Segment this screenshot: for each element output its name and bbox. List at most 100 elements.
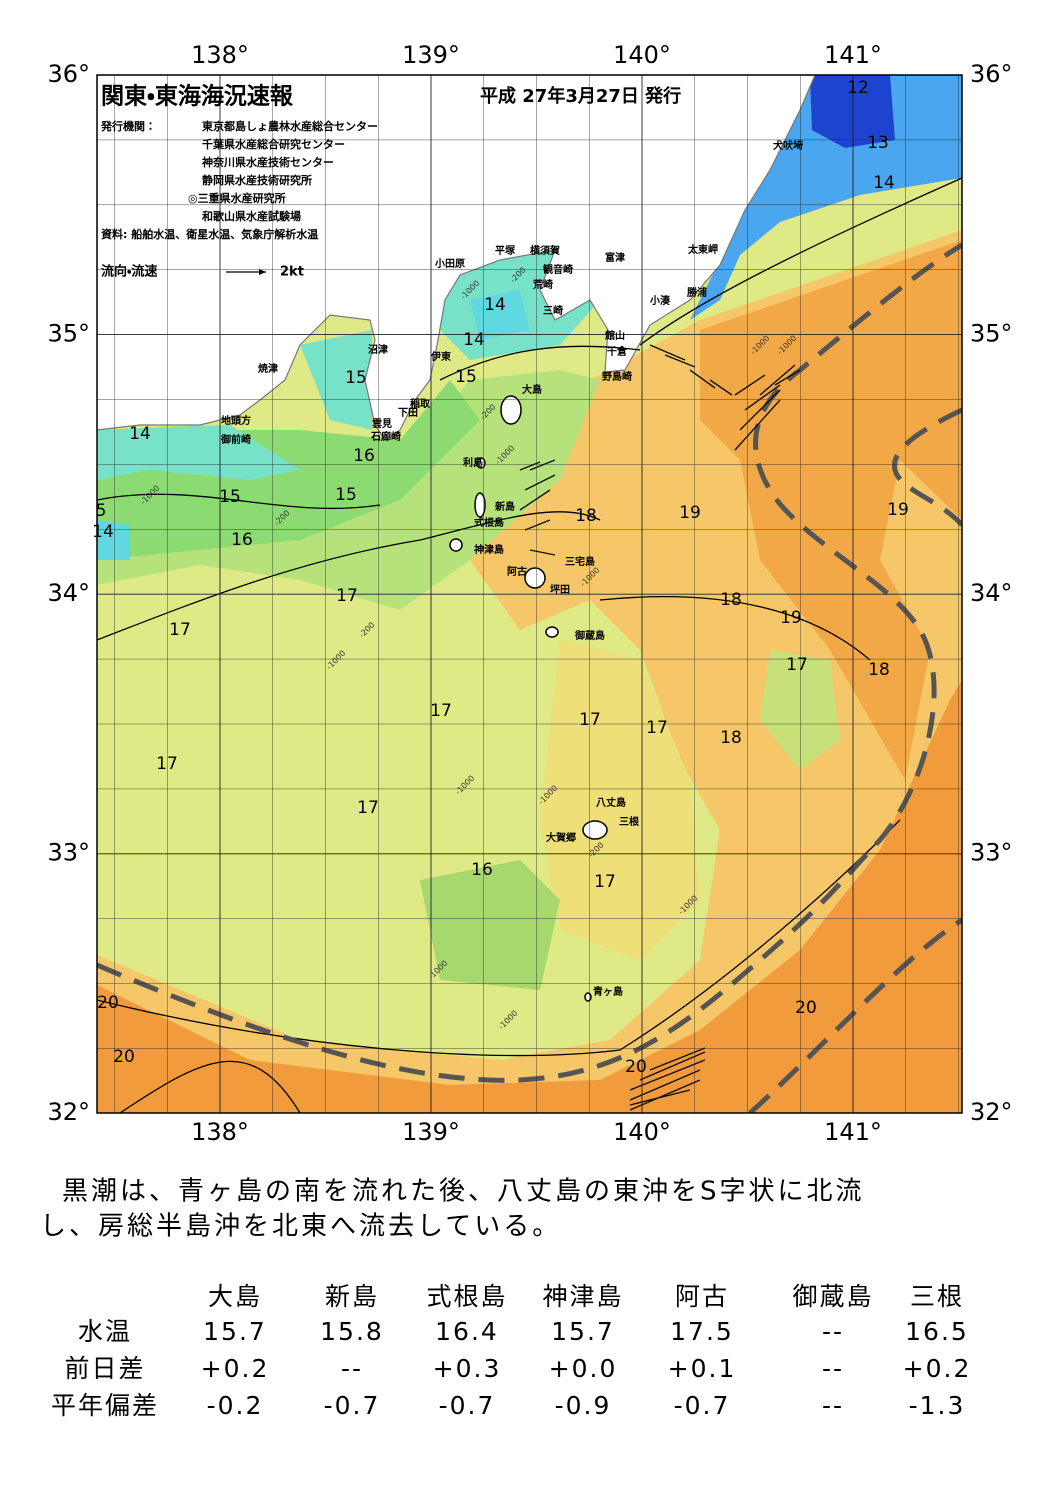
lat-tick-label: 35° (970, 320, 1013, 348)
place-label: 青ヶ島 (593, 985, 623, 998)
place-label: 石廊崎 (370, 430, 401, 443)
isotherm-label: 14 (92, 522, 114, 542)
place-label: 三根 (619, 815, 640, 828)
table-cell: 15.7 (551, 1317, 615, 1346)
place-label: 勝浦 (687, 286, 707, 299)
table-cell: -0.2 (207, 1391, 264, 1420)
table-cell: +0.1 (668, 1354, 737, 1383)
mid-zone (540, 640, 700, 960)
lon-tick-label: 140° (613, 41, 671, 69)
lon-tick-label: 138° (191, 1118, 249, 1146)
isotherm-label: 20 (97, 993, 119, 1013)
lat-tick-label: 36° (47, 60, 90, 88)
place-label: 荒崎 (532, 278, 553, 291)
column-header: 大島 (208, 1282, 262, 1311)
legend-arrow-head (259, 269, 266, 275)
table-cell: -1.3 (909, 1391, 966, 1420)
table-cell: -- (822, 1317, 844, 1346)
publisher: 東京都島しょ農林水産総合センター (202, 119, 378, 133)
lat-tick-label: 32° (47, 1098, 90, 1126)
place-label: 大賀郷 (546, 831, 576, 844)
sst-map (97, 75, 962, 1113)
isotherm-label: 17 (786, 655, 808, 675)
isotherm-label: 19 (887, 500, 909, 520)
isotherm-label: 16 (353, 446, 375, 466)
isotherm-label: 20 (795, 998, 817, 1018)
isotherm-label: 16 (471, 860, 493, 880)
kuroshio-zone (700, 240, 962, 780)
isotherm-label: 17 (594, 872, 616, 892)
table-cell: -0.7 (324, 1391, 381, 1420)
table-cell: -- (822, 1391, 844, 1420)
place-label: 犬吠埼 (773, 139, 803, 152)
table-cell: -0.7 (674, 1391, 731, 1420)
publisher: 静岡県水産技術研究所 (202, 173, 312, 187)
place-label: 横須賀 (530, 244, 560, 257)
table-cell: -- (822, 1354, 844, 1383)
column-header: 阿古 (675, 1282, 729, 1311)
place-label: 千倉 (607, 345, 628, 358)
cold-zone (810, 75, 895, 148)
place-label: 坪田 (550, 583, 570, 596)
row-label: 水温 (78, 1317, 132, 1346)
row-label: 前日差 (64, 1354, 145, 1383)
isotherm-label: 5 (96, 501, 107, 521)
isotherm-label: 14 (873, 173, 895, 193)
table-cell: +0.3 (433, 1354, 502, 1383)
legend-scale: 2kt (280, 265, 304, 280)
isotherm-label: 17 (169, 620, 191, 640)
isotherm-lines (97, 177, 962, 1113)
place-label: 太東岬 (687, 243, 718, 256)
table-cell: -- (341, 1354, 363, 1383)
place-label: 富津 (605, 251, 625, 264)
lon-tick-label: 139° (402, 1118, 460, 1146)
kuroshio-axis (97, 242, 962, 1113)
lon-tick-label: 138° (191, 41, 249, 69)
place-label: 小田原 (434, 257, 465, 270)
place-label: 阿古 (507, 565, 527, 578)
place-label: 大島 (522, 383, 542, 396)
islands (449, 395, 608, 1002)
isotherm-label: 15 (335, 485, 357, 505)
column-header: 神津島 (542, 1282, 623, 1311)
isotherm-label: 17 (430, 701, 452, 721)
table-cell: 16.5 (905, 1317, 969, 1346)
place-label: 神津島 (473, 543, 504, 556)
lat-tick-label: 32° (970, 1098, 1013, 1126)
column-header: 式根島 (426, 1282, 507, 1311)
isotherm-label: 13 (867, 133, 889, 153)
lat-tick-label: 34° (970, 579, 1013, 607)
isotherm-label: 18 (868, 660, 890, 680)
kuroshio-zone (97, 680, 962, 1113)
lon-tick-label: 141° (824, 41, 882, 69)
graticule (97, 75, 962, 1113)
table-cell: -0.7 (439, 1391, 496, 1420)
row-label: 平年偏差 (51, 1391, 159, 1420)
cold-zone (97, 290, 530, 560)
land (97, 75, 816, 441)
place-label: 御前崎 (220, 433, 251, 446)
publisher: 神奈川県水産技術センター (201, 155, 334, 169)
lat-tick-label: 35° (47, 320, 90, 348)
isotherm-label: 14 (463, 330, 485, 350)
isotherm-label: 17 (156, 754, 178, 774)
table-cell: +0.0 (549, 1354, 618, 1383)
source: 資料: 船舶水温、衛星水温、気象庁解析水温 (101, 227, 318, 241)
isotherm-label: 20 (625, 1057, 647, 1077)
legend-label: 流向・流速 (101, 264, 157, 280)
table-cell: 16.4 (435, 1317, 499, 1346)
place-label: 御蔵島 (574, 629, 605, 642)
current-vectors (519, 344, 801, 1111)
isotherm-label: 17 (357, 798, 379, 818)
lon-tick-label: 140° (613, 1118, 671, 1146)
place-label: 下田 (398, 407, 418, 419)
cold-eddy (760, 650, 840, 770)
lat-tick-label: 34° (47, 579, 90, 607)
isotherm-label: 15 (219, 487, 241, 507)
isotherm-label: 16 (231, 530, 253, 550)
isotherm-label: 15 (455, 367, 477, 387)
place-label: 三宅島 (565, 555, 595, 568)
place-label: 八丈島 (596, 796, 626, 809)
place-label: 式根島 (474, 516, 504, 529)
